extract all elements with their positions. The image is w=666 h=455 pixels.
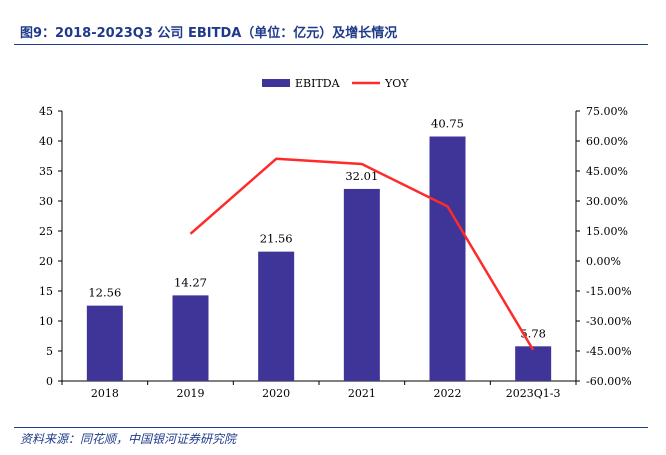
ebitda-data-label: 21.56 (260, 232, 293, 246)
y-left-tick-label: 30 (39, 195, 53, 208)
y-left-tick-label: 15 (39, 285, 53, 298)
ebitda-data-label: 32.01 (345, 169, 378, 183)
y-left-tick-label: 35 (39, 165, 53, 178)
yoy-line (189, 157, 535, 351)
y-left-tick-label: 5 (46, 345, 53, 358)
y-right-tick-label: 0.00% (586, 255, 621, 268)
ebitda-bar (86, 305, 123, 381)
ebitda-data-label: 40.75 (431, 117, 464, 131)
ebitda-bar (258, 251, 295, 381)
ebitda-bar (429, 136, 466, 381)
y-right-tick-label: 45.00% (586, 165, 628, 178)
source-divider (14, 427, 648, 428)
x-tick-label: 2020 (262, 387, 290, 400)
y-left-tick-label: 25 (39, 225, 53, 238)
source-note: 资料来源：同花顺，中国银河证券研究院 (20, 432, 237, 446)
y-left-tick-label: 20 (39, 255, 53, 268)
y-left-tick-label: 40 (39, 135, 53, 148)
y-right-tick-label: -45.00% (586, 345, 632, 358)
y-right-tick-label: 15.00% (586, 225, 628, 238)
ebitda-data-label: 12.56 (88, 286, 121, 300)
ebitda-bar (172, 295, 209, 381)
legend-label-yoy: YOY (384, 77, 409, 90)
y-left-tick-label: 10 (39, 315, 53, 328)
x-tick-label: 2022 (434, 387, 462, 400)
ebitda-bar (343, 188, 380, 381)
y-right-tick-label: -15.00% (586, 285, 632, 298)
y-right-tick-label: 30.00% (586, 195, 628, 208)
y-left-tick-label: 45 (39, 105, 53, 118)
legend-swatch-ebitda (262, 79, 290, 87)
y-right-tick-label: 75.00% (586, 105, 628, 118)
x-tick-label: 2021 (348, 387, 376, 400)
y-left-tick-label: 0 (46, 375, 53, 388)
x-tick-label: 2018 (91, 387, 119, 400)
title-divider (14, 44, 648, 45)
y-right-tick-label: 60.00% (586, 135, 628, 148)
x-tick-label: 2023Q1-3 (506, 387, 561, 400)
ebitda-bar (515, 346, 552, 381)
ebitda-data-label: 14.27 (174, 275, 207, 289)
figure-title: 图9：2018-2023Q3 公司 EBITDA（单位：亿元）及增长情况 (20, 26, 398, 41)
y-right-tick-label: -60.00% (586, 375, 632, 388)
legend-label-ebitda: EBITDA (295, 77, 341, 90)
y-right-tick-label: -30.00% (586, 315, 632, 328)
x-tick-label: 2019 (177, 387, 205, 400)
